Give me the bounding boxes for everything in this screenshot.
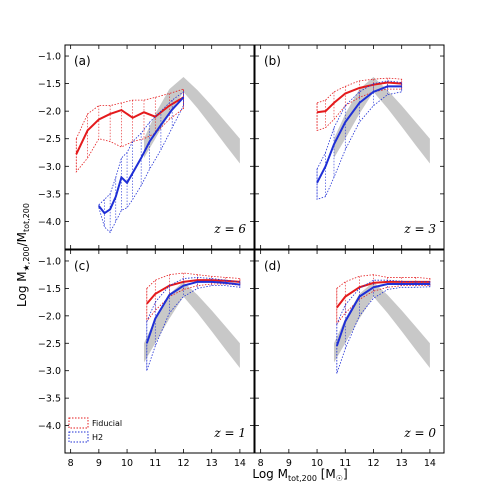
x-tick-label: 13 — [206, 458, 218, 469]
h2-median-line — [335, 283, 430, 347]
redshift-label: z = 3 — [403, 222, 436, 236]
x-tick-label: 14 — [234, 458, 246, 469]
x-tick-label: 10 — [121, 458, 133, 469]
observed-relation-band — [143, 281, 240, 368]
y-tick-label: −1.5 — [38, 284, 61, 295]
redshift-label: z = 0 — [403, 426, 436, 440]
x-tick-label: 14 — [424, 458, 436, 469]
fiducial-median-line — [75, 96, 184, 155]
x-axis-title-main: Log M — [252, 467, 288, 481]
x-tick-label: 13 — [396, 458, 408, 469]
y-tick-label: −2.5 — [38, 339, 61, 350]
y-tick-label: −3.0 — [38, 162, 61, 173]
x-tick-label: 10 — [311, 458, 323, 469]
y-tick-label: −3.0 — [38, 366, 61, 377]
labels-group: Log Mtot,200 [M☉] Log M★,200/Mtot,200 — [15, 203, 348, 483]
panel-tag: (d) — [264, 259, 281, 273]
h2-median-line — [145, 280, 241, 344]
x-tick-label: 8 — [258, 458, 264, 469]
legend: Fiducial H2 — [68, 417, 122, 443]
legend-fiducial-swatch — [68, 417, 89, 429]
panel-frame — [254, 44, 445, 250]
y-axis-title-sub: ★,200 — [22, 246, 31, 271]
h2-median-line — [316, 85, 402, 184]
panel-plot-area — [143, 272, 241, 371]
y-tick-label: −1.0 — [38, 52, 61, 63]
observed-relation-band — [143, 76, 240, 164]
y-tick-label: −3.5 — [38, 189, 61, 200]
x-axis-title-unit-close: ] — [343, 467, 348, 481]
panel-3: 8 9 10 11 12 13 14 (d) z = 0 — [254, 249, 445, 469]
panel-tag: (a) — [74, 54, 91, 68]
observed-relation-band — [333, 281, 430, 368]
x-tick-label: 11 — [149, 458, 161, 469]
y-axis-title: Log M★,200/Mtot,200 — [15, 203, 31, 307]
y-tick-label: −4.0 — [38, 217, 61, 228]
sun-symbol: ☉ — [336, 474, 343, 483]
redshift-label: z = 6 — [213, 222, 246, 236]
x-tick-label: 8 — [68, 458, 74, 469]
panel-2: 8 9 10 11 12 13 14 −4.0 −3.5 −3.0 −2.5 −2.0 −1.5 −1.0… — [38, 249, 255, 469]
x-tick-label: 9 — [286, 458, 292, 469]
panel-frame — [64, 44, 255, 250]
x-tick-label: 12 — [177, 458, 189, 469]
panel-plot-area — [75, 76, 240, 234]
panels-group: −4.0 −3.5 −3.0 −2.5 −2.0 −1.5 −1.0 (a) z = 6 (b) z… — [38, 44, 445, 469]
x-tick-label: 12 — [367, 458, 379, 469]
panel-0: −4.0 −3.5 −3.0 −2.5 −2.0 −1.5 −1.0 (a) z = 6 — [38, 44, 255, 250]
panel-tag: (b) — [264, 54, 281, 68]
h2-envelope — [146, 277, 241, 371]
y-tick-label: −3.5 — [38, 394, 61, 405]
h2-envelope — [98, 91, 184, 234]
panel-plot-area — [316, 76, 430, 200]
y-axis-title-mid: /M — [15, 232, 29, 246]
y-tick-label: −2.0 — [38, 311, 61, 322]
legend-h2-label: H2 — [92, 433, 103, 442]
legend-fiducial-label: Fiducial — [92, 419, 122, 428]
panel-tag: (c) — [74, 259, 90, 273]
panel-frame — [64, 249, 255, 454]
h2-envelope — [316, 80, 403, 200]
h2-envelope — [336, 279, 431, 374]
y-tick-label: −1.0 — [38, 256, 61, 267]
legend-h2-swatch — [68, 431, 89, 443]
x-axis-title-unit-open: [M — [317, 467, 336, 481]
x-axis-title: Log Mtot,200 [M☉] — [252, 467, 347, 483]
y-tick-label: −2.0 — [38, 107, 61, 118]
fiducial-median-line — [146, 279, 240, 305]
redshift-label: z = 1 — [213, 426, 246, 440]
x-tick-label: 11 — [339, 458, 351, 469]
y-axis-title-main: Log M — [15, 271, 29, 307]
x-tick-label: 9 — [96, 458, 102, 469]
panel-frame — [254, 249, 445, 454]
h2-median-line — [98, 96, 185, 215]
y-tick-label: −1.5 — [38, 79, 61, 90]
observed-relation-band — [333, 76, 430, 164]
fiducial-median-line — [316, 81, 402, 114]
panel-plot-area — [333, 274, 431, 374]
x-axis-title-sub: tot,200 — [288, 474, 317, 483]
y-axis-title-sub2: tot,200 — [22, 203, 31, 232]
y-tick-label: −2.5 — [38, 134, 61, 145]
y-tick-label: −4.0 — [38, 421, 61, 432]
panel-1: (b) z = 3 — [254, 44, 445, 250]
